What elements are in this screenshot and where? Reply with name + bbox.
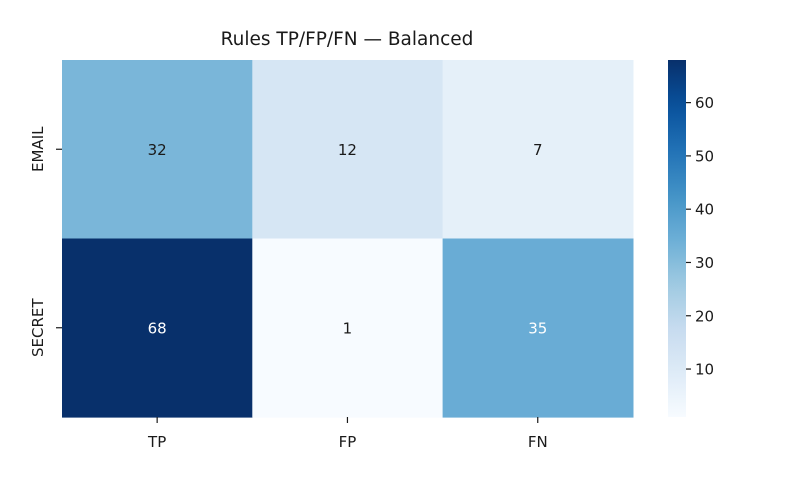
colorbar-tick-label: 40	[695, 201, 714, 219]
cell-value-label: 7	[533, 141, 543, 159]
heatmap-cell-email-fp	[252, 60, 444, 240]
x-axis: TP FP FN	[147, 417, 548, 451]
cell-value-label: 1	[343, 319, 353, 337]
x-tick-label: FP	[339, 433, 357, 451]
colorbar-tick-label: 60	[695, 94, 714, 112]
y-axis: EMAIL SECRET	[29, 126, 62, 357]
colorbar-tick-label: 50	[695, 147, 714, 165]
heatmap-cells: 32 12 7 68 1 35	[62, 60, 634, 418]
colorbar-tick-label: 30	[695, 254, 714, 272]
cell-value-label: 35	[528, 319, 547, 337]
heatmap-cell-email-fn	[442, 60, 634, 240]
heatmap-cell-secret-tp	[62, 238, 253, 418]
x-tick-label: FN	[528, 433, 548, 451]
heatmap-cell-email-tp	[62, 60, 253, 240]
y-tick-label: EMAIL	[29, 126, 47, 172]
chart-title: Rules TP/FP/FN — Balanced	[221, 29, 474, 50]
colorbar-ticks: 10 20 30 40 50 60	[686, 94, 714, 379]
y-tick-label: SECRET	[29, 298, 47, 357]
heatmap-cell-secret-fp	[252, 238, 444, 418]
x-tick-label: TP	[147, 433, 166, 451]
heatmap-cell-secret-fn	[442, 238, 634, 418]
colorbar-tick-label: 20	[695, 307, 714, 325]
cell-value-label: 12	[338, 141, 357, 159]
cell-value-label: 32	[148, 141, 167, 159]
colorbar	[668, 60, 686, 417]
cell-value-label: 68	[148, 319, 167, 337]
colorbar-tick-label: 10	[695, 361, 714, 379]
